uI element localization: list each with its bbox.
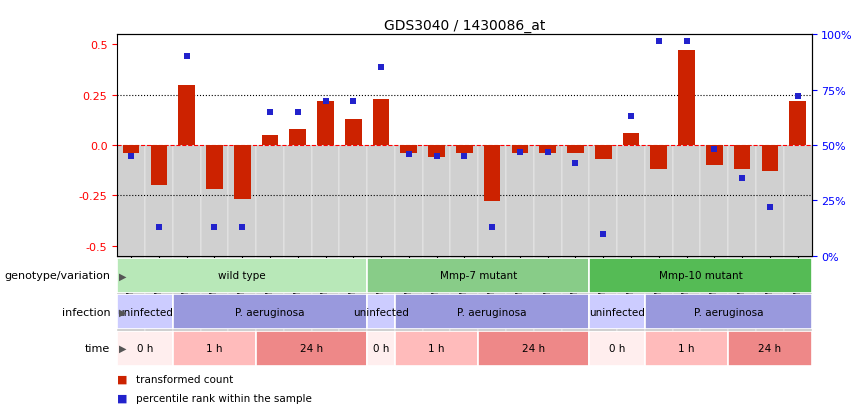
Text: ▶: ▶ bbox=[119, 271, 126, 281]
Bar bbox=[228, 146, 256, 347]
Text: 0 h: 0 h bbox=[609, 343, 625, 354]
Text: wild type: wild type bbox=[219, 271, 266, 281]
Bar bbox=[645, 294, 812, 330]
Bar bbox=[395, 146, 423, 347]
Bar bbox=[789, 102, 806, 146]
Bar bbox=[117, 331, 173, 366]
Bar bbox=[122, 146, 140, 154]
Bar bbox=[645, 146, 673, 347]
Text: transformed count: transformed count bbox=[136, 374, 233, 384]
Bar bbox=[423, 146, 450, 347]
Bar bbox=[372, 100, 390, 146]
Bar bbox=[645, 331, 728, 366]
Text: ▶: ▶ bbox=[119, 307, 126, 317]
Text: Mmp-10 mutant: Mmp-10 mutant bbox=[659, 271, 742, 281]
Bar bbox=[261, 135, 279, 146]
Bar bbox=[478, 331, 589, 366]
Bar bbox=[539, 146, 556, 154]
Bar bbox=[206, 146, 223, 190]
Bar bbox=[622, 133, 640, 146]
Bar bbox=[289, 130, 306, 146]
Bar bbox=[673, 146, 700, 347]
Bar bbox=[784, 146, 812, 347]
Bar bbox=[728, 146, 756, 347]
Bar bbox=[534, 146, 562, 347]
Bar bbox=[450, 146, 478, 347]
Bar bbox=[339, 146, 367, 347]
Text: time: time bbox=[85, 343, 110, 354]
Bar bbox=[145, 146, 173, 347]
Text: uninfected: uninfected bbox=[589, 307, 645, 317]
Text: Mmp-7 mutant: Mmp-7 mutant bbox=[440, 271, 516, 281]
Bar bbox=[317, 102, 334, 146]
Text: P. aeruginosa: P. aeruginosa bbox=[235, 307, 305, 317]
Text: infection: infection bbox=[62, 307, 110, 317]
Bar bbox=[562, 146, 589, 347]
Text: 24 h: 24 h bbox=[759, 343, 781, 354]
Bar bbox=[511, 146, 529, 154]
Bar bbox=[761, 146, 779, 172]
Bar bbox=[589, 294, 645, 330]
Bar bbox=[201, 146, 228, 347]
Bar bbox=[589, 331, 645, 366]
Bar bbox=[117, 146, 145, 347]
Bar bbox=[256, 331, 367, 366]
Bar bbox=[589, 146, 617, 347]
Text: genotype/variation: genotype/variation bbox=[4, 271, 110, 281]
Bar bbox=[178, 85, 195, 146]
Bar bbox=[345, 119, 362, 146]
Bar bbox=[256, 146, 284, 347]
Bar bbox=[367, 258, 589, 293]
Bar bbox=[117, 258, 367, 293]
Bar bbox=[428, 146, 445, 158]
Bar bbox=[173, 331, 256, 366]
Bar bbox=[284, 146, 312, 347]
Bar bbox=[367, 294, 395, 330]
Bar bbox=[483, 146, 501, 202]
Bar bbox=[756, 146, 784, 347]
Text: P. aeruginosa: P. aeruginosa bbox=[457, 307, 527, 317]
Bar bbox=[650, 146, 667, 170]
Bar bbox=[367, 146, 395, 347]
Bar bbox=[173, 146, 201, 347]
Bar bbox=[506, 146, 534, 347]
Bar bbox=[567, 146, 584, 154]
Bar bbox=[589, 258, 812, 293]
Bar bbox=[367, 331, 395, 366]
Bar bbox=[117, 294, 173, 330]
Bar bbox=[312, 146, 339, 347]
Text: 24 h: 24 h bbox=[300, 343, 323, 354]
Text: uninfected: uninfected bbox=[117, 307, 173, 317]
Title: GDS3040 / 1430086_at: GDS3040 / 1430086_at bbox=[384, 19, 545, 33]
Text: uninfected: uninfected bbox=[353, 307, 409, 317]
Bar bbox=[478, 146, 506, 347]
Bar bbox=[733, 146, 751, 170]
Text: ■: ■ bbox=[117, 393, 128, 403]
Text: 0 h: 0 h bbox=[373, 343, 389, 354]
Text: percentile rank within the sample: percentile rank within the sample bbox=[136, 393, 312, 403]
Text: 1 h: 1 h bbox=[678, 343, 695, 354]
Text: 24 h: 24 h bbox=[523, 343, 545, 354]
Bar bbox=[617, 146, 645, 347]
Text: 1 h: 1 h bbox=[428, 343, 445, 354]
Bar bbox=[706, 146, 723, 166]
Text: P. aeruginosa: P. aeruginosa bbox=[694, 307, 763, 317]
Bar bbox=[456, 146, 473, 154]
Bar bbox=[233, 146, 251, 200]
Text: ▶: ▶ bbox=[119, 343, 126, 354]
Text: 0 h: 0 h bbox=[137, 343, 153, 354]
Bar bbox=[395, 331, 478, 366]
Bar bbox=[700, 146, 728, 347]
Bar bbox=[400, 146, 418, 154]
Text: ■: ■ bbox=[117, 374, 128, 384]
Bar bbox=[395, 294, 589, 330]
Bar bbox=[173, 294, 367, 330]
Bar bbox=[728, 331, 812, 366]
Bar bbox=[678, 51, 695, 146]
Bar bbox=[150, 146, 168, 186]
Text: 1 h: 1 h bbox=[206, 343, 223, 354]
Bar bbox=[595, 146, 612, 160]
